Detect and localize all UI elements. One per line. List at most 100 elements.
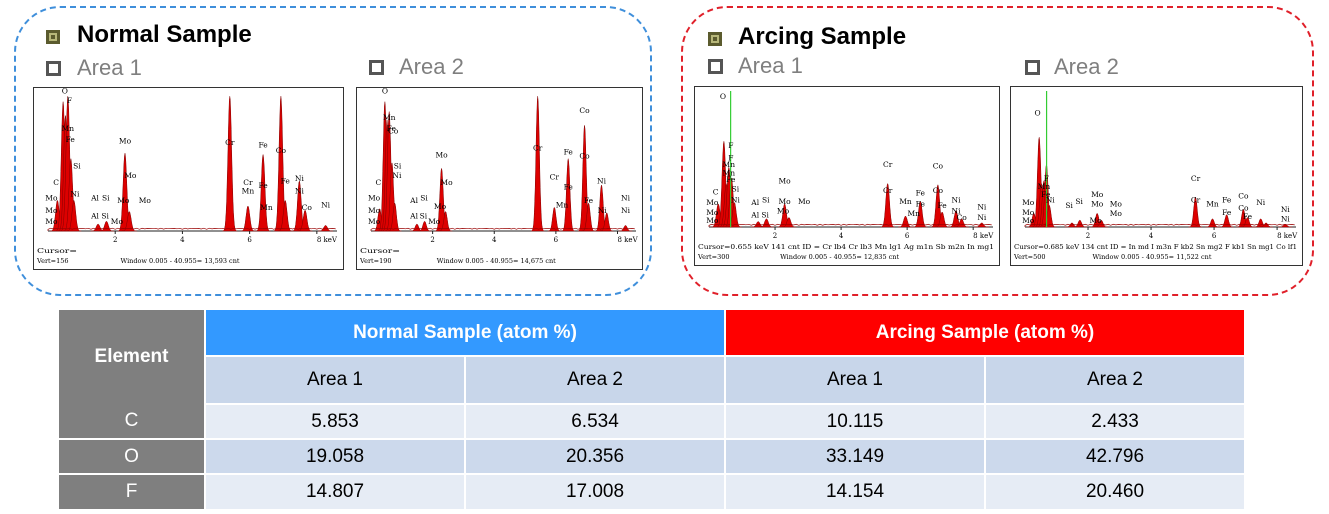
spectrum-vert-readout: Vert=300	[697, 253, 730, 261]
spectrum-peak	[1188, 196, 1203, 228]
peak-label: Fe	[584, 196, 594, 205]
peak-label: Si	[420, 212, 428, 221]
spectrum-peak	[438, 211, 453, 232]
peak-label: Si	[1065, 201, 1073, 210]
spectrum-peak	[240, 205, 256, 232]
normal-sample-title: Normal Sample	[77, 21, 252, 48]
peak-label: Ni	[1281, 215, 1291, 224]
peak-label: Cr	[225, 138, 235, 147]
x-tick-label: 6	[554, 236, 559, 244]
peak-label: Mo	[440, 178, 453, 187]
peak-label: Fe	[726, 175, 736, 184]
peak-label: Mo	[434, 202, 447, 211]
x-tick-label: 8 keV	[973, 232, 994, 240]
peak-label: Mo	[45, 193, 58, 202]
peak-label: Mo	[706, 216, 719, 225]
normal-area1-header: Area 1	[205, 356, 466, 405]
peak-label: Co	[933, 162, 944, 171]
peak-label: Ni	[295, 174, 305, 183]
value-cell: 10.115	[725, 404, 986, 440]
normal-sample-header: Normal Sample (atom %)	[205, 310, 726, 357]
x-tick-label: 8 keV	[317, 236, 338, 244]
peak-label: Co	[933, 186, 944, 195]
peak-label: Si	[732, 185, 740, 194]
spectrum-vert-readout: Vert=500	[1013, 253, 1046, 261]
peak-label: Mn	[1038, 182, 1051, 191]
peak-label: Mo	[777, 206, 790, 215]
element-cell: F	[59, 474, 206, 509]
peak-label: Si	[73, 161, 81, 170]
spectrum-background	[47, 227, 336, 231]
arcing-sample-group	[681, 6, 1314, 296]
peak-label: Ni	[1046, 196, 1056, 205]
peak-label: Ni	[952, 196, 962, 205]
peak-label: Mn	[556, 200, 569, 209]
peak-label: Fe	[1243, 212, 1253, 221]
peak-label: Si	[394, 161, 402, 170]
spectrum-peak	[277, 199, 293, 232]
x-tick-label: 2	[773, 232, 777, 240]
peak-label: Mo	[1110, 209, 1123, 218]
peak-label: Fe	[564, 182, 574, 191]
peak-label: Mo	[368, 217, 381, 226]
value-cell: 19.058	[205, 439, 466, 475]
peak-label: F	[728, 153, 733, 162]
peak-label: Cr	[1191, 174, 1201, 183]
normal-area1-bullet-icon	[46, 61, 61, 76]
peak-label: Mo	[428, 217, 441, 226]
normal-area2-label: Area 2	[399, 54, 464, 79]
peak-label: Mn	[383, 113, 396, 122]
peak-label: Si	[102, 193, 110, 202]
x-tick-label: 4	[1149, 232, 1154, 240]
spectrum-peak	[934, 211, 950, 228]
arcing-area1-bullet-icon	[708, 59, 723, 74]
arcing-area2-bullet-icon	[1025, 60, 1040, 75]
peak-label: Mo	[124, 171, 137, 180]
x-tick-label: 2	[1086, 232, 1090, 240]
peak-label: Mo	[45, 217, 58, 226]
peak-label: Fe	[66, 135, 76, 144]
peak-label: Mn	[1206, 200, 1219, 209]
peak-label: Ni	[952, 206, 962, 215]
element-cell: O	[59, 439, 206, 475]
peak-label: Co	[1238, 191, 1249, 200]
peak-label: O	[62, 88, 68, 95]
peak-label: C	[376, 178, 382, 187]
spectrum-peak	[222, 96, 238, 232]
peak-label: Ni	[598, 206, 608, 215]
peak-label: Mo	[139, 196, 152, 205]
spectrum-peak	[121, 211, 137, 232]
peak-label: Fe	[1222, 208, 1232, 217]
peak-label: Al	[90, 212, 99, 221]
peak-label: Co	[302, 203, 313, 212]
normal-area2-header: Area 2	[465, 356, 726, 405]
peak-label: Fe	[937, 201, 947, 210]
peak-label: Si	[420, 193, 428, 202]
peak-label: Fe	[387, 124, 397, 133]
peak-label: Ni	[977, 202, 987, 211]
peak-label: Cr	[533, 143, 543, 152]
value-cell: 17.008	[465, 474, 726, 509]
spectrum-peak	[561, 158, 576, 232]
peak-label: Mn	[62, 124, 75, 133]
peak-label: Mo	[111, 217, 124, 226]
value-cell: 20.356	[465, 439, 726, 475]
normal-area1-label: Area 1	[77, 55, 142, 80]
peak-label: Al	[409, 196, 418, 205]
peak-label: Fe	[258, 181, 268, 190]
peak-label: Fe	[258, 141, 268, 150]
arcing-area1-label: Area 1	[738, 53, 803, 78]
value-cell: 2.433	[985, 404, 1244, 440]
normal-sample-group	[14, 6, 652, 296]
spectrum-peak	[913, 200, 928, 228]
peak-label: Co	[579, 106, 590, 115]
peak-label: Mo	[1089, 216, 1102, 225]
peak-label: Mo	[1110, 200, 1123, 209]
spectrum-plot: OFMnFeSiNiCMoMoMoAlSiAlSiMoMoMoMoMoCrCrC…	[36, 88, 338, 265]
arcing-area1-spectrum: O F F Mn Mn Fe Si Ni C Mo Mo Mo Al Si Al Si Mo Mo Mo Mo Cr Cr…	[694, 86, 1000, 266]
peak-label: Mo	[1022, 216, 1035, 225]
value-cell: 42.796	[985, 439, 1244, 475]
